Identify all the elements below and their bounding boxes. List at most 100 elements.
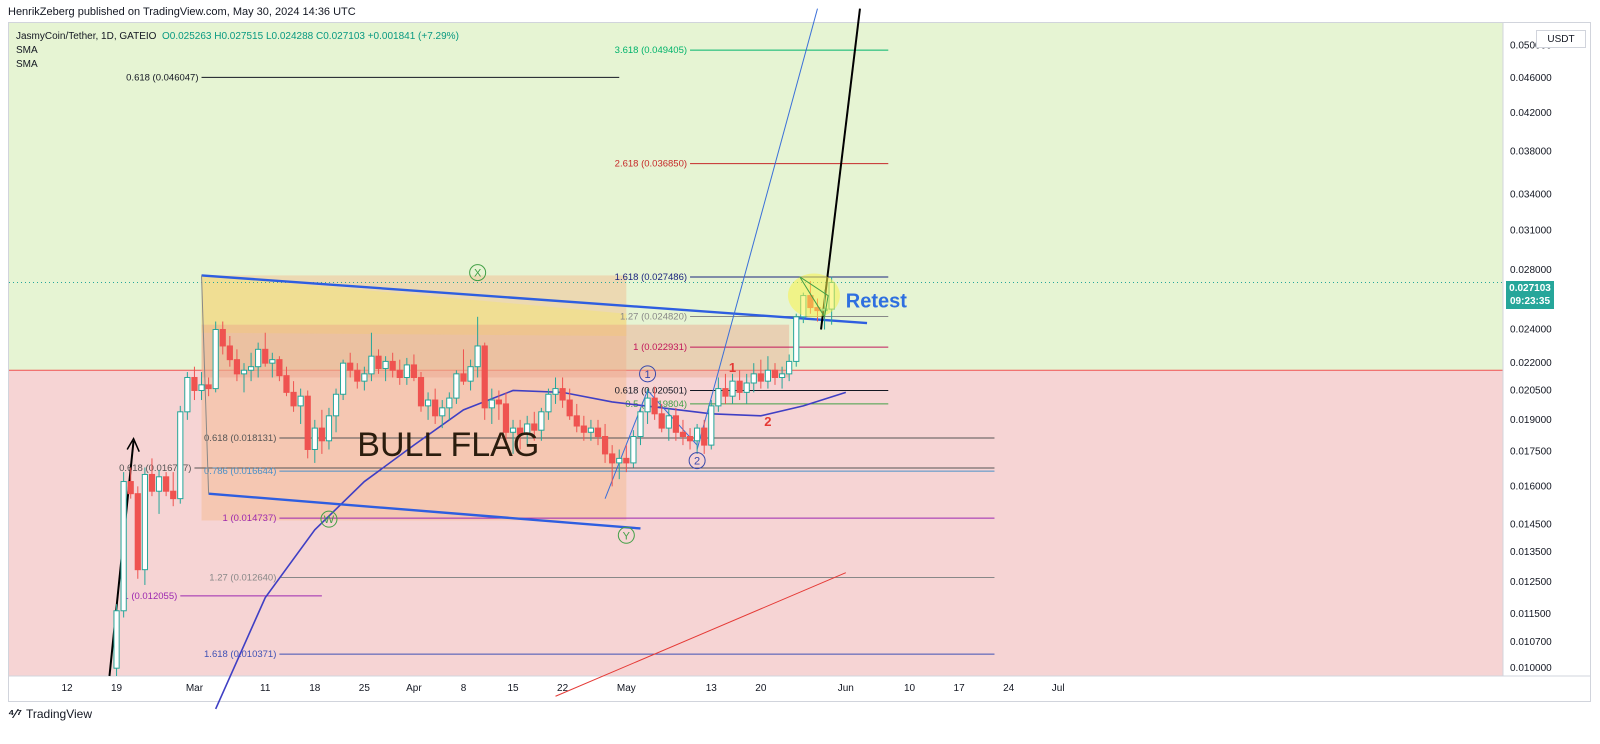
- candle-body: [524, 423, 531, 435]
- x-tick-label: 13: [706, 683, 718, 694]
- y-tick-label: 0.016000: [1510, 481, 1552, 492]
- symbol-label[interactable]: JasmyCoin/Tether, 1D, GATEIO: [16, 31, 157, 42]
- x-tick-label: 17: [954, 683, 966, 694]
- x-tick-label: 20: [755, 683, 767, 694]
- wave-label-circle: [639, 365, 657, 383]
- y-tick-label: 0.017500: [1510, 447, 1552, 458]
- candle-body: [304, 395, 311, 450]
- footer-brand-label: TradingView: [25, 706, 93, 721]
- y-tick-label: 0.050000: [1510, 41, 1552, 52]
- y-tick-label: 0.028000: [1510, 265, 1552, 276]
- retest-triangle: [799, 276, 829, 319]
- tradingview-logo-icon: ⁴⁄⁷: [8, 706, 22, 721]
- candle-body: [283, 375, 290, 393]
- candle-body: [361, 373, 368, 382]
- last-price-tag: 0.027103 09:23:35: [1506, 281, 1554, 309]
- impulse-arrow-head: [126, 436, 140, 452]
- candle-body: [290, 391, 297, 407]
- fib-level-label: 0.786 (0.016644): [204, 466, 276, 477]
- candle-body: [226, 345, 233, 361]
- candle-body: [318, 427, 325, 442]
- x-tick-label: 22: [557, 683, 569, 694]
- candle-body: [368, 355, 375, 375]
- y-tick-label: 0.012500: [1510, 577, 1552, 588]
- fib-level-label: 3.618 (0.049405): [615, 45, 687, 56]
- candle-body: [651, 397, 658, 415]
- candle-body: [729, 380, 736, 397]
- fib-level-label: 1.27 (0.024820): [620, 311, 687, 322]
- candle-body: [148, 473, 156, 492]
- candle-body: [127, 481, 134, 495]
- wave-label: X: [474, 268, 482, 280]
- candle-body: [644, 397, 651, 413]
- candle-body: [269, 359, 276, 364]
- x-tick-label: Jun: [838, 683, 854, 694]
- candle-body: [460, 373, 467, 382]
- projection-line: [696, 8, 818, 450]
- candle-body: [665, 415, 672, 429]
- candle-body: [233, 359, 241, 375]
- y-tick-label: 0.010700: [1510, 637, 1552, 648]
- candle-body: [778, 373, 786, 378]
- sma-legend-2[interactable]: SMA: [16, 59, 38, 70]
- candle-body: [219, 328, 226, 347]
- candle-body: [212, 328, 219, 390]
- candle-body: [410, 364, 418, 378]
- candle-body: [637, 411, 644, 438]
- x-tick-label: 19: [111, 683, 123, 694]
- candle-body: [255, 348, 262, 368]
- candle-body: [163, 476, 170, 492]
- fib-level-label: 1 (0.014737): [223, 513, 277, 524]
- y-tick-label: 0.013500: [1510, 547, 1552, 558]
- candle-body: [531, 423, 538, 431]
- candle-body: [609, 453, 616, 464]
- candle-body: [113, 610, 120, 669]
- candle-body: [566, 399, 573, 417]
- candle-body: [502, 403, 510, 433]
- candle-body: [403, 364, 410, 378]
- candle-body: [545, 393, 552, 413]
- y-tick-label: 0.034000: [1510, 190, 1552, 201]
- sma-legend-1[interactable]: SMA: [16, 45, 38, 56]
- x-tick-label: Apr: [406, 683, 422, 694]
- candle-body: [325, 415, 333, 442]
- fib-level-label: 2.618 (0.036850): [615, 159, 687, 170]
- y-tick-label: 0.031000: [1510, 225, 1552, 236]
- candle-body: [672, 415, 679, 433]
- candle-body: [601, 436, 609, 455]
- fib-level-label: 0.618 (0.020501): [615, 385, 687, 396]
- candle-body: [276, 359, 283, 377]
- chart-legend: JasmyCoin/Tether, 1D, GATEIO O0.025263 H…: [16, 30, 459, 72]
- x-tick-label: 24: [1003, 683, 1015, 694]
- wave-label: W: [324, 514, 335, 526]
- candle-body: [311, 427, 318, 450]
- candle-body: [580, 425, 587, 433]
- candle-body: [757, 373, 764, 382]
- candle-body: [375, 355, 382, 369]
- footer-brand[interactable]: ⁴⁄⁷ TradingView: [8, 706, 92, 721]
- fib-level-label: 0.618 (0.046047): [126, 72, 198, 83]
- candle-body: [177, 411, 184, 500]
- y-tick-label: 0.019000: [1510, 415, 1552, 426]
- currency-button[interactable]: USDT: [1536, 30, 1586, 48]
- bar-countdown: 09:23:35: [1509, 296, 1551, 307]
- count-label: 2: [764, 414, 771, 429]
- wave-label-circle: [617, 526, 635, 544]
- candle-body: [424, 399, 432, 407]
- candle-body: [332, 393, 340, 417]
- wave-label-circle: [469, 264, 487, 282]
- wave-label: 1: [644, 369, 650, 381]
- y-tick-label: 0.042000: [1510, 108, 1552, 119]
- candle-body: [495, 399, 502, 405]
- count-label: 1: [729, 360, 736, 375]
- candle-body: [382, 360, 389, 369]
- x-tick-label: 18: [309, 683, 321, 694]
- candle-body: [184, 376, 191, 413]
- x-tick-label: 15: [507, 683, 519, 694]
- candle-body: [474, 345, 481, 368]
- bull-flag-label: BULL FLAG: [357, 426, 539, 464]
- wave-label: Y: [623, 530, 631, 542]
- candle-body: [594, 427, 602, 438]
- candle-body: [262, 348, 269, 364]
